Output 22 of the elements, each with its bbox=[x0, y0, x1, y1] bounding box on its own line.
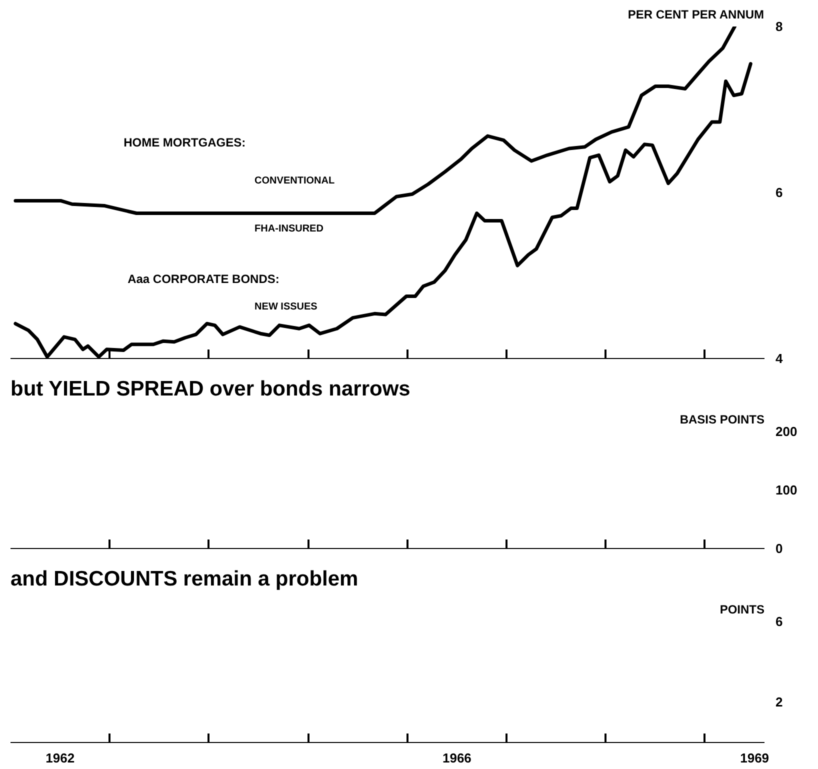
annotation: NEW ISSUES bbox=[254, 302, 318, 313]
line-series bbox=[14, 26, 736, 215]
y-tick-label: 6 bbox=[776, 185, 783, 200]
chart-title: and DISCOUNTS remain a problem bbox=[10, 568, 358, 590]
x-tick-label: 1962 bbox=[46, 750, 75, 766]
annotation: CONVENTIONAL bbox=[254, 175, 335, 186]
y-axis-title: BASIS POINTS bbox=[680, 412, 765, 426]
annotation: HOME MORTGAGES: bbox=[124, 136, 246, 150]
annotation: FHA-INSURED bbox=[254, 224, 324, 235]
y-tick-label: 4 bbox=[776, 351, 784, 366]
y-tick-label: 100 bbox=[776, 482, 798, 498]
x-tick-label: 1966 bbox=[442, 750, 472, 766]
y-axis-title: PER CENT PER ANNUM bbox=[628, 8, 764, 22]
y-tick-label: 6 bbox=[776, 614, 783, 629]
y-tick-label: 2 bbox=[776, 694, 783, 710]
y-tick-label: 200 bbox=[776, 424, 798, 439]
y-tick-label: 8 bbox=[776, 19, 783, 34]
annotation: Aaa CORPORATE BONDS: bbox=[128, 272, 280, 286]
x-tick-label: 1969 bbox=[740, 750, 770, 766]
y-axis-title: POINTS bbox=[720, 602, 764, 616]
chart-title: but YIELD SPREAD over bonds narrows bbox=[10, 378, 410, 400]
y-tick-label: 0 bbox=[776, 541, 783, 556]
